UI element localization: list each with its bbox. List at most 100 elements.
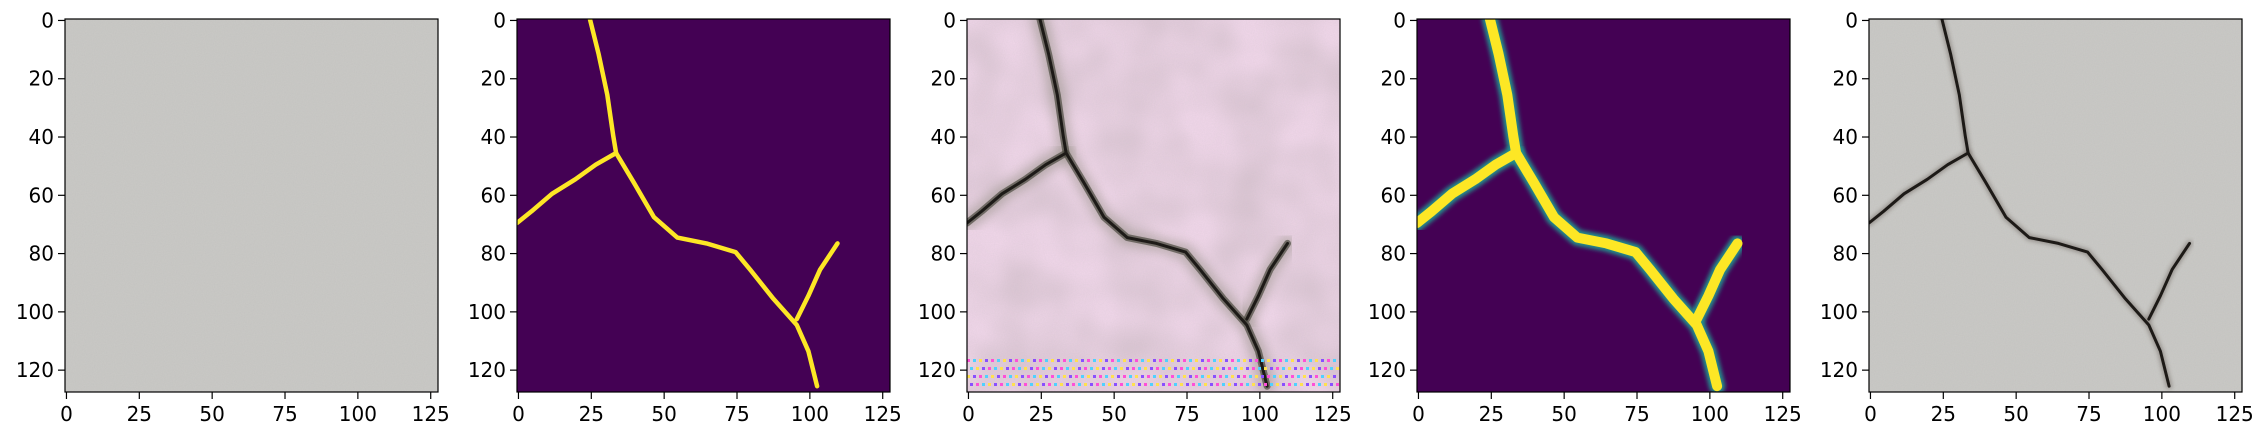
- panel-generated_image: 0 25 50 75 100 125 0 20 40 60 80 100 120: [918, 8, 1352, 426]
- artifact-dot: [1183, 375, 1186, 378]
- artifact-dot: [1315, 359, 1318, 362]
- artifact-dot: [985, 359, 988, 362]
- artifact-dot: [1087, 375, 1090, 378]
- artifact-dot: [1291, 359, 1294, 362]
- artifact-dot: [1276, 367, 1279, 370]
- crack-line-1: [1869, 151, 1970, 225]
- artifact-dot: [1108, 383, 1111, 386]
- x-tick-label: 0: [1412, 402, 1425, 426]
- concrete-texture: [65, 19, 438, 392]
- artifact-dot: [973, 359, 976, 362]
- concrete-sheen: [65, 19, 438, 392]
- x-tick-label: 50: [651, 402, 676, 426]
- artifact-dot: [1045, 359, 1048, 362]
- x-tick-label: 0: [60, 402, 73, 426]
- artifact-dot: [1201, 359, 1204, 362]
- artifact-dot: [1276, 383, 1279, 386]
- artifact-dot: [1270, 383, 1273, 386]
- y-tick-label: 120: [1820, 358, 1858, 382]
- x-tick-label: 100: [339, 402, 377, 426]
- artifact-dot: [1030, 367, 1033, 370]
- artifact-dot: [1036, 367, 1039, 370]
- y-tick-label: 40: [1833, 125, 1858, 149]
- artifact-dot: [1189, 375, 1192, 378]
- artifact-dot: [1075, 375, 1078, 378]
- y-tick-label: 60: [931, 183, 956, 207]
- artifact-dot: [1318, 383, 1321, 386]
- artifact-dot: [1186, 383, 1189, 386]
- artifact-dot: [1126, 367, 1129, 370]
- artifact-dot: [1201, 375, 1204, 378]
- artifact-dot: [1192, 383, 1195, 386]
- artifact-dot: [1288, 383, 1291, 386]
- artifact-dot: [1324, 367, 1327, 370]
- artifact-dot: [1165, 375, 1168, 378]
- artifact-dot: [1096, 367, 1099, 370]
- artifact-dot: [1240, 383, 1243, 386]
- artifact-dot: [1171, 375, 1174, 378]
- artifact-dot: [1054, 367, 1057, 370]
- y-tick-label: 20: [931, 67, 956, 91]
- artifact-dot: [1174, 367, 1177, 370]
- artifact-dot: [1114, 367, 1117, 370]
- artifact-dot: [1237, 359, 1240, 362]
- artifact-dot: [1006, 367, 1009, 370]
- artifact-dot: [1231, 375, 1234, 378]
- panel-image-predicted_mask: [1417, 19, 1790, 392]
- x-tick-label: 125: [1314, 402, 1352, 426]
- artifact-dot: [1246, 367, 1249, 370]
- artifact-dot: [1111, 359, 1114, 362]
- y-tick-label: 80: [29, 242, 54, 266]
- artifact-dot: [1111, 375, 1114, 378]
- x-tick-label: 25: [127, 402, 152, 426]
- y-tick-label: 20: [481, 67, 506, 91]
- artifact-dot: [1240, 367, 1243, 370]
- artifact-dot: [1102, 367, 1105, 370]
- artifact-dot: [1039, 359, 1042, 362]
- artifact-dot: [1039, 375, 1042, 378]
- artifact-dot: [1156, 383, 1159, 386]
- artifact-dot: [1282, 367, 1285, 370]
- artifact-dot: [1315, 375, 1318, 378]
- artifact-dot: [1186, 367, 1189, 370]
- artifact-dot: [1105, 375, 1108, 378]
- artifact-dot: [1207, 359, 1210, 362]
- crack-line-2: [2147, 241, 2191, 321]
- artifact-dot: [1300, 367, 1303, 370]
- mask-crack-1: [517, 150, 619, 226]
- artifact-dot: [1249, 375, 1252, 378]
- artifact-dot: [976, 367, 979, 370]
- y-tick-label: 80: [931, 242, 956, 266]
- artifact-dot: [1252, 367, 1255, 370]
- x-tick-label: 50: [2003, 402, 2028, 426]
- artifact-dot: [1279, 375, 1282, 378]
- artifact-dot: [1078, 383, 1081, 386]
- artifact-dot: [1030, 383, 1033, 386]
- artifact-dot: [1273, 375, 1276, 378]
- artifact-dot: [1213, 375, 1216, 378]
- artifact-dot: [1180, 367, 1183, 370]
- mask-background: [517, 19, 890, 392]
- generated-crack-core-2: [1245, 241, 1289, 321]
- artifact-dot: [1297, 375, 1300, 378]
- artifact-dot: [985, 375, 988, 378]
- artifact-dot: [970, 367, 973, 370]
- panel-input: 0 25 50 75 100 125 0 20 40 60 80 100 120: [16, 8, 450, 426]
- artifact-dot: [1012, 383, 1015, 386]
- artifact-dot: [1321, 359, 1324, 362]
- artifact-dot: [1150, 367, 1153, 370]
- y-tick-label: 40: [481, 125, 506, 149]
- x-tick-label: 25: [1029, 402, 1054, 426]
- generated-crack-core-0: [1038, 19, 1269, 388]
- artifact-dot: [1087, 359, 1090, 362]
- artifact-dot: [1069, 375, 1072, 378]
- y-tick-label: 20: [1381, 67, 1406, 91]
- artifact-dot: [1000, 367, 1003, 370]
- artifact-dot: [1120, 383, 1123, 386]
- artifact-dot: [1192, 367, 1195, 370]
- artifact-dot: [1120, 367, 1123, 370]
- artifact-dot: [1138, 383, 1141, 386]
- y-tick-label: 0: [493, 8, 506, 32]
- x-tick-label: 50: [199, 402, 224, 426]
- x-tick-label: 50: [1551, 402, 1576, 426]
